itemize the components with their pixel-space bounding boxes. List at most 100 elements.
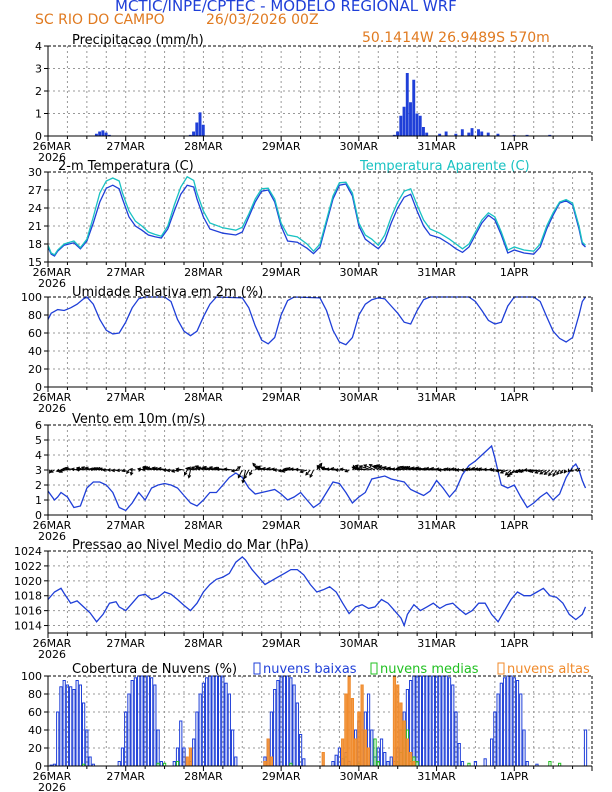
station-coordinates: 50.1414W 26.9489S 570m (362, 30, 550, 46)
wind-vector (203, 466, 217, 471)
wind-vector-head (196, 466, 201, 471)
wind-vector-head (391, 467, 396, 472)
y-tick-label: 1022 (14, 560, 42, 573)
cloud-bar-low_clouds (62, 680, 66, 767)
precip-bar (512, 134, 516, 136)
wind-vector (300, 469, 308, 473)
legend-label: nuvens baixas (263, 662, 357, 677)
wind-vector (544, 469, 551, 475)
x-year-label: 2026 (38, 648, 66, 661)
precip-bar (412, 79, 416, 136)
cloud-bar-low_clouds (59, 686, 63, 767)
wind-vector-head (563, 469, 568, 474)
x-tick-label: 1APR (500, 637, 529, 650)
x-tick-label: 28MAR (184, 637, 223, 650)
cloud-bar-low_clouds (519, 693, 523, 767)
precip-bar (470, 128, 474, 136)
precip-bar (486, 132, 490, 136)
x-tick-label: 28MAR (184, 391, 223, 404)
wind-vector-head (64, 466, 69, 471)
cloud-bar-high_clouds (360, 684, 364, 767)
x-tick-label: 30MAR (340, 519, 379, 532)
wind-vector-head (570, 468, 574, 472)
wind-vector-head (252, 462, 256, 467)
x-tick-label: 30MAR (340, 266, 379, 279)
model-title: MCTIC/INPE/CPTEC - MODELO REGIONAL WRF (115, 0, 457, 15)
wind-vector-head (202, 465, 207, 470)
wind-vector-head (49, 469, 54, 473)
x-tick-label: 1APR (500, 391, 529, 404)
wind-vector-head (495, 468, 500, 473)
wind-vector-head (175, 467, 180, 472)
wind-vector-head (70, 467, 75, 472)
x-tick-label: 27MAR (106, 519, 145, 532)
legend-label: nuvens medias (380, 662, 479, 677)
cloud-bar-low_clouds (451, 684, 455, 767)
cloud-bar-low_clouds (282, 675, 286, 767)
wind-vector-head (356, 466, 361, 471)
x-tick-label: 26MAR (33, 140, 72, 153)
wind-vector (500, 469, 508, 474)
legend-swatch (370, 662, 378, 675)
cloud-bar-low_clouds (425, 675, 429, 767)
cloud-bar-low_clouds (205, 677, 209, 767)
wind-vector-head (162, 468, 167, 472)
cloud-bar-high_clouds (266, 738, 270, 767)
x-tick-label: 29MAR (262, 519, 301, 532)
wind-vector-head (406, 465, 411, 470)
wind-vector-head (567, 468, 572, 473)
y-tick-label: 20 (28, 363, 42, 376)
cloud-bar-low_clouds (56, 711, 60, 767)
y-tick-label: 4 (35, 449, 42, 462)
precip-bar (496, 133, 500, 136)
cloud-bar-low_clouds (120, 747, 125, 767)
x-year-label: 2026 (38, 402, 66, 415)
cloud-bar-low_clouds (583, 729, 588, 767)
wind-vector (359, 465, 372, 471)
precip-bar (425, 132, 429, 136)
wind-vector-head (208, 466, 213, 470)
cloud-bar-low_clouds (133, 677, 138, 767)
wind-vector (231, 469, 240, 472)
wind-vector-head (488, 467, 493, 472)
cloud-bar-low_clouds (286, 675, 290, 767)
precip-bar (188, 134, 192, 136)
cloud-bar-low_clouds (137, 675, 141, 767)
wind-vector-head (101, 468, 106, 472)
y-tick-label: 100 (21, 291, 42, 304)
wind-vector (530, 469, 541, 473)
y-tick-label: 20 (28, 742, 42, 755)
y-tick-label: 40 (28, 345, 42, 358)
wind-vector-head (190, 466, 195, 470)
x-tick-label: 31MAR (417, 519, 456, 532)
cloud-bar-low_clouds (438, 675, 442, 767)
wind-vector-head (403, 465, 409, 470)
wind-vector-head (91, 467, 96, 471)
wind-vector-head (261, 466, 266, 471)
wind-vector-head (504, 471, 509, 476)
wind-vector-head (106, 468, 111, 472)
wind-vector-head (58, 468, 63, 473)
cloud-bar-low_clouds (179, 720, 183, 767)
cloud-bar-low_clouds (211, 675, 215, 767)
cloud-bar-high_clouds (350, 698, 354, 767)
wind-vector-head (552, 473, 556, 478)
y-tick-label: 0 (35, 130, 42, 143)
series-line-0 (47, 296, 587, 346)
cloud-bar-low_clouds (276, 680, 280, 767)
x-tick-label: 1APR (500, 266, 529, 279)
wind-vector-head (474, 467, 479, 472)
cloud-bar-low_clouds (192, 738, 196, 767)
wind-vector-head (376, 464, 381, 468)
y-tick-label: 2 (35, 85, 42, 98)
wind-vector-head (249, 471, 253, 476)
cloud-bar-low_clouds (130, 680, 134, 767)
series-line-0 (47, 183, 586, 257)
wind-vector (326, 468, 337, 471)
cloud-bar-low_clouds (69, 686, 73, 767)
wind-vector-head (576, 467, 581, 472)
cloud-bar-low_clouds (490, 738, 494, 767)
wind-vector-head (318, 464, 322, 469)
run-datetime: 26/03/2026 00Z (206, 12, 319, 28)
wind-vector (262, 467, 272, 471)
